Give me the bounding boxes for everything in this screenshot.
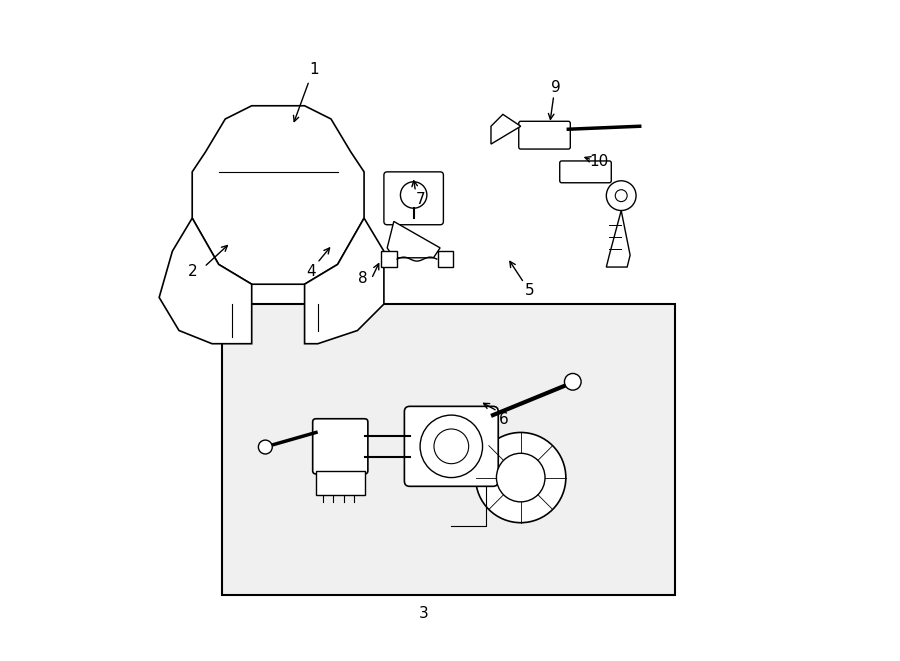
Text: 4: 4 xyxy=(306,264,316,278)
Text: 9: 9 xyxy=(551,80,561,95)
FancyBboxPatch shape xyxy=(384,172,444,225)
Circle shape xyxy=(607,180,636,210)
Circle shape xyxy=(497,453,545,502)
Text: 2: 2 xyxy=(187,264,197,278)
PathPatch shape xyxy=(387,221,440,258)
FancyBboxPatch shape xyxy=(316,471,364,495)
Circle shape xyxy=(434,429,469,464)
Circle shape xyxy=(430,426,472,467)
PathPatch shape xyxy=(607,210,630,267)
Text: 3: 3 xyxy=(418,606,428,621)
Text: 6: 6 xyxy=(500,412,509,427)
Bar xyxy=(381,251,397,267)
Text: 5: 5 xyxy=(525,284,534,298)
FancyBboxPatch shape xyxy=(560,161,611,182)
FancyBboxPatch shape xyxy=(312,419,368,474)
Circle shape xyxy=(475,432,566,523)
Text: 7: 7 xyxy=(416,192,425,207)
FancyBboxPatch shape xyxy=(222,304,675,595)
Circle shape xyxy=(616,190,627,202)
PathPatch shape xyxy=(193,106,364,284)
PathPatch shape xyxy=(159,218,252,344)
Circle shape xyxy=(258,440,273,454)
Bar xyxy=(438,251,453,267)
PathPatch shape xyxy=(304,218,384,344)
PathPatch shape xyxy=(491,114,521,144)
FancyBboxPatch shape xyxy=(518,121,571,149)
Circle shape xyxy=(564,373,581,390)
Text: 1: 1 xyxy=(310,62,320,77)
FancyBboxPatch shape xyxy=(404,407,499,486)
Circle shape xyxy=(420,415,482,477)
Text: 10: 10 xyxy=(590,155,608,169)
Circle shape xyxy=(400,182,427,208)
Text: 8: 8 xyxy=(358,272,367,286)
